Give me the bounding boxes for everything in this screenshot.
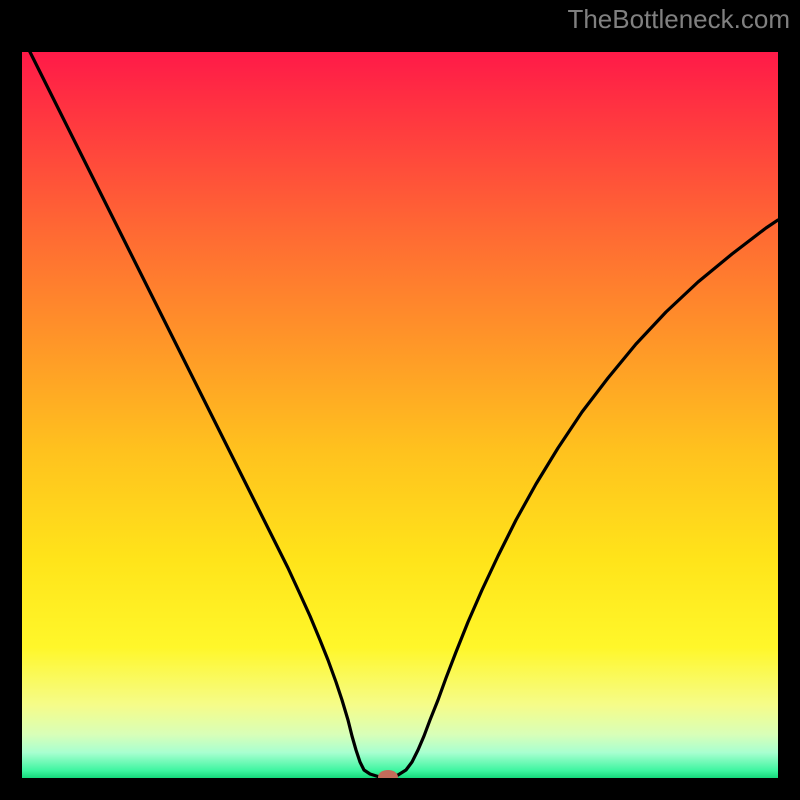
attribution-label: TheBottleneck.com [567,4,790,35]
bottleneck-chart [0,0,800,800]
frame-border-right [778,30,800,800]
frame-border-bottom [0,778,800,800]
frame-border-left [0,30,22,800]
gradient-background [22,52,778,778]
